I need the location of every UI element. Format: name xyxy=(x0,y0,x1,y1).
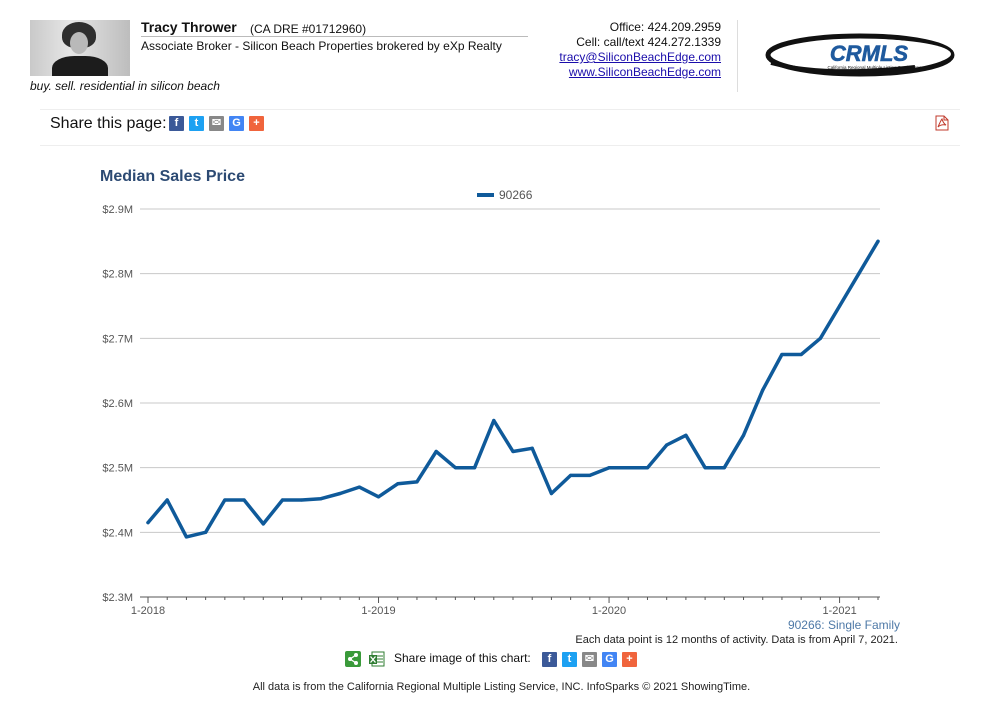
data-point[interactable] xyxy=(837,304,842,308)
data-point[interactable] xyxy=(376,495,381,499)
data-point[interactable] xyxy=(453,466,457,470)
agent-title: Associate Broker - Silicon Beach Propert… xyxy=(141,39,502,53)
data-point[interactable] xyxy=(588,473,592,478)
agent-photo xyxy=(30,20,130,76)
data-point[interactable] xyxy=(261,522,265,526)
website-link[interactable]: www.SiliconBeachEdge.com xyxy=(568,65,721,79)
y-tick-label: $2.7M xyxy=(102,333,133,345)
email-icon[interactable]: ✉ xyxy=(582,652,597,667)
agent-name: Tracy Thrower xyxy=(141,19,237,35)
data-point[interactable] xyxy=(184,535,189,539)
data-point[interactable] xyxy=(549,491,554,496)
crmls-logo-subtext: California Regional Multiple Listing Ser… xyxy=(827,65,922,70)
x-tick-label: 1-2020 xyxy=(592,605,626,617)
cell-phone: Cell: call/text 424.272.1339 xyxy=(576,35,721,49)
facebook-icon[interactable]: f xyxy=(542,652,557,667)
email-icon[interactable]: ✉ xyxy=(209,116,224,131)
data-point[interactable] xyxy=(396,482,400,486)
twitter-icon[interactable]: t xyxy=(189,116,204,131)
footer-note: All data is from the California Regional… xyxy=(252,681,751,693)
agent-divider xyxy=(141,36,528,37)
data-point[interactable] xyxy=(569,473,573,478)
header-divider xyxy=(40,109,960,110)
website-link-wrap: www.SiliconBeachEdge.com xyxy=(569,65,721,79)
crmls-logo: CRMLS California Regional Multiple Listi… xyxy=(765,33,955,77)
data-point[interactable] xyxy=(223,498,227,502)
data-point[interactable] xyxy=(472,466,477,470)
data-point[interactable] xyxy=(876,239,880,243)
y-tick-label: $2.4M xyxy=(102,527,133,539)
google-icon[interactable]: G xyxy=(229,116,244,131)
contact-divider xyxy=(737,20,738,92)
data-point[interactable] xyxy=(780,352,784,357)
crmls-logo-text: CRMLS xyxy=(830,41,909,66)
pdf-icon[interactable] xyxy=(934,115,950,131)
share-divider xyxy=(40,145,960,146)
facebook-icon[interactable]: f xyxy=(169,116,184,131)
data-point[interactable] xyxy=(665,443,669,447)
y-tick-label: $2.6M xyxy=(102,398,133,410)
y-tick-label: $2.8M xyxy=(102,269,133,281)
y-tick-label: $2.9M xyxy=(102,204,133,216)
agent-tagline: buy. sell. residential in silicon beach xyxy=(30,79,220,93)
data-point[interactable] xyxy=(741,433,746,437)
x-tick-label: 1-2019 xyxy=(361,605,395,617)
excel-icon[interactable] xyxy=(369,651,385,667)
more-icon[interactable]: + xyxy=(622,652,637,667)
data-point[interactable] xyxy=(280,498,285,502)
legend-label: 90266 xyxy=(499,188,533,202)
data-point[interactable] xyxy=(338,491,342,496)
data-point[interactable] xyxy=(818,336,822,340)
agent-license: (CA DRE #01712960) xyxy=(250,22,367,36)
data-point[interactable] xyxy=(434,449,438,454)
data-point[interactable] xyxy=(300,498,304,502)
data-point[interactable] xyxy=(319,497,323,501)
share-icon[interactable] xyxy=(345,651,361,667)
data-point[interactable] xyxy=(703,466,707,470)
google-icon[interactable]: G xyxy=(602,652,617,667)
data-point[interactable] xyxy=(626,466,630,470)
data-point[interactable] xyxy=(684,433,688,437)
y-tick-label: $2.3M xyxy=(102,592,133,604)
email-link-wrap: tracy@SiliconBeachEdge.com xyxy=(559,50,721,64)
data-point[interactable] xyxy=(204,530,208,534)
y-tick-label: $2.5M xyxy=(102,463,133,475)
data-point[interactable] xyxy=(799,352,803,357)
data-point[interactable] xyxy=(530,446,534,450)
data-point[interactable] xyxy=(761,388,765,392)
data-point[interactable] xyxy=(492,418,496,423)
chart-grid xyxy=(140,208,880,598)
x-tick-label: 1-2021 xyxy=(822,605,856,617)
data-point[interactable] xyxy=(415,480,419,484)
chart-share-label: Share image of this chart: xyxy=(394,651,531,665)
chart-series xyxy=(146,239,880,539)
chart-legend: 90266 xyxy=(477,188,533,202)
data-point[interactable] xyxy=(511,449,515,454)
chart-series-note: 90266: Single Family xyxy=(787,618,900,632)
data-point[interactable] xyxy=(607,466,611,470)
share-page-label: Share this page: xyxy=(50,115,167,132)
more-icon[interactable]: + xyxy=(249,116,264,131)
data-point[interactable] xyxy=(857,272,861,276)
data-point[interactable] xyxy=(165,498,169,502)
data-point[interactable] xyxy=(645,466,650,470)
office-phone: Office: 424.209.2959 xyxy=(609,20,721,34)
twitter-icon[interactable]: t xyxy=(562,652,577,667)
x-tick-label: 1-2018 xyxy=(131,605,165,617)
data-point[interactable] xyxy=(146,521,150,525)
y-axis-labels: $2.3M $2.4M $2.5M $2.6M $2.7M $2.8M $2.9M xyxy=(102,204,133,604)
series-line-90266 xyxy=(146,239,880,539)
chart-title: Median Sales Price xyxy=(100,168,245,185)
data-point[interactable] xyxy=(357,485,361,489)
data-point[interactable] xyxy=(722,466,726,470)
x-axis: 1-2018 1-2019 1-2020 1-2021 xyxy=(131,597,879,617)
email-link[interactable]: tracy@SiliconBeachEdge.com xyxy=(559,50,721,64)
chart-activity-note: Each data point is 12 months of activity… xyxy=(575,634,898,646)
data-point[interactable] xyxy=(242,498,246,502)
